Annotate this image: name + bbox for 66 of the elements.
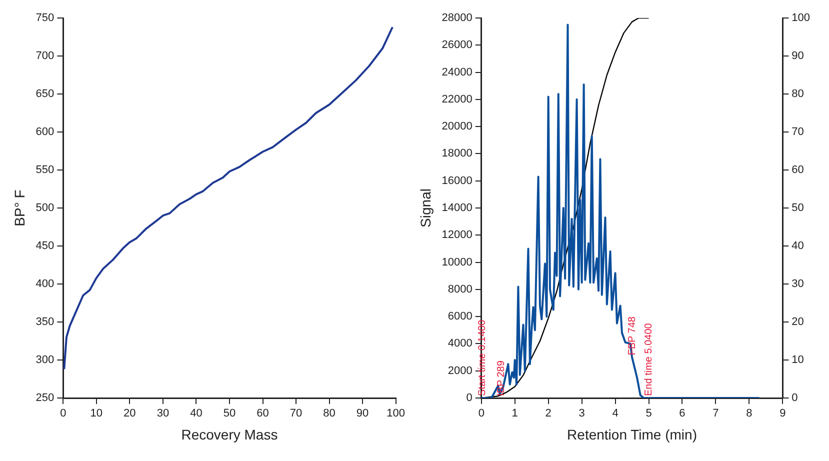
y-tick-label: 650 — [36, 88, 54, 100]
y-tick-label: 2000 — [448, 364, 472, 377]
y-tick-label: 0 — [466, 392, 472, 404]
y-tick-label: 750 — [36, 12, 54, 24]
y-tick-label: 18000 — [442, 148, 472, 160]
x-tick-label: 60 — [256, 408, 269, 420]
y-tick-label: 28000 — [442, 12, 472, 24]
y-tick-label: 26000 — [442, 39, 472, 52]
x-tick-label: 20 — [124, 408, 136, 420]
x-tick-label: 6 — [679, 408, 686, 420]
y2-tick-label: 40 — [792, 240, 804, 252]
y-tick-label: 350 — [36, 316, 54, 328]
y-tick-label: 250 — [36, 392, 54, 404]
y-tick-label: 300 — [36, 354, 54, 366]
y-tick-label: 4000 — [448, 338, 472, 350]
y2-tick-label: 80 — [792, 88, 804, 100]
annotation: IBP 289 — [496, 360, 508, 396]
x-tick-label: 10 — [90, 408, 103, 420]
x-tick-label: 40 — [190, 408, 202, 420]
x-tick-label: 100 — [386, 408, 406, 420]
y-tick-label: 24000 — [442, 66, 472, 78]
y2-tick-label: 10 — [792, 354, 804, 366]
x-tick-label: 5 — [646, 408, 652, 420]
y-tick-label: 500 — [36, 202, 54, 214]
x-tick-label: 3 — [578, 408, 585, 420]
x-tick-label: 2 — [545, 408, 552, 420]
y-tick-label: 6000 — [448, 310, 472, 323]
y2-tick-label: 100 — [792, 12, 810, 24]
y-tick-label: 20000 — [442, 120, 472, 133]
x-tick-label: 1 — [512, 408, 518, 420]
annotation: FBP 748 — [626, 316, 638, 356]
annotation: Start time 0.1400 — [476, 319, 488, 396]
y-tick-label: 16000 — [442, 174, 472, 187]
y2-tick-label: 30 — [792, 278, 804, 290]
y2-tick-label: 50 — [792, 202, 804, 214]
x-tick-label: 30 — [156, 408, 170, 420]
y2-tick-label: 70 — [792, 126, 804, 138]
y2-tick-label: 0 — [792, 392, 798, 404]
y-tick-label: 12000 — [442, 229, 472, 242]
x-tick-label: 7 — [712, 408, 719, 420]
y-axis-title: Signal — [417, 188, 434, 228]
y2-tick-label: 20 — [792, 316, 804, 328]
x-tick-label: 90 — [356, 408, 369, 420]
y-tick-label: 450 — [36, 240, 54, 252]
x-tick-label: 70 — [290, 408, 302, 420]
x-tick-label: 9 — [780, 408, 786, 420]
x-tick-label: 0 — [60, 408, 66, 420]
x-axis-title: Retention Time (min) — [567, 426, 697, 442]
y-tick-label: 22000 — [442, 93, 472, 106]
y-tick-label: 8000 — [448, 283, 472, 296]
y2-tick-label: 60 — [792, 164, 804, 176]
y-tick-label: 600 — [36, 126, 54, 138]
x-tick-label: 8 — [746, 408, 752, 420]
x-tick-label: 4 — [612, 408, 618, 420]
annotation: End time 5.0400 — [644, 322, 655, 396]
x-tick-label: 50 — [223, 408, 236, 420]
x-tick-label: 0 — [478, 408, 484, 420]
y-tick-label: 550 — [36, 164, 54, 176]
y-tick-label: 10000 — [442, 256, 472, 268]
x-axis-title: Recovery Mass — [181, 426, 278, 442]
x-tick-label: 80 — [323, 408, 336, 420]
y-axis-title: BP° F — [11, 190, 28, 226]
y-tick-label: 700 — [36, 50, 54, 62]
y-tick-label: 400 — [36, 278, 54, 290]
y-tick-label: 14000 — [442, 202, 472, 214]
y2-tick-label: 90 — [792, 50, 804, 62]
